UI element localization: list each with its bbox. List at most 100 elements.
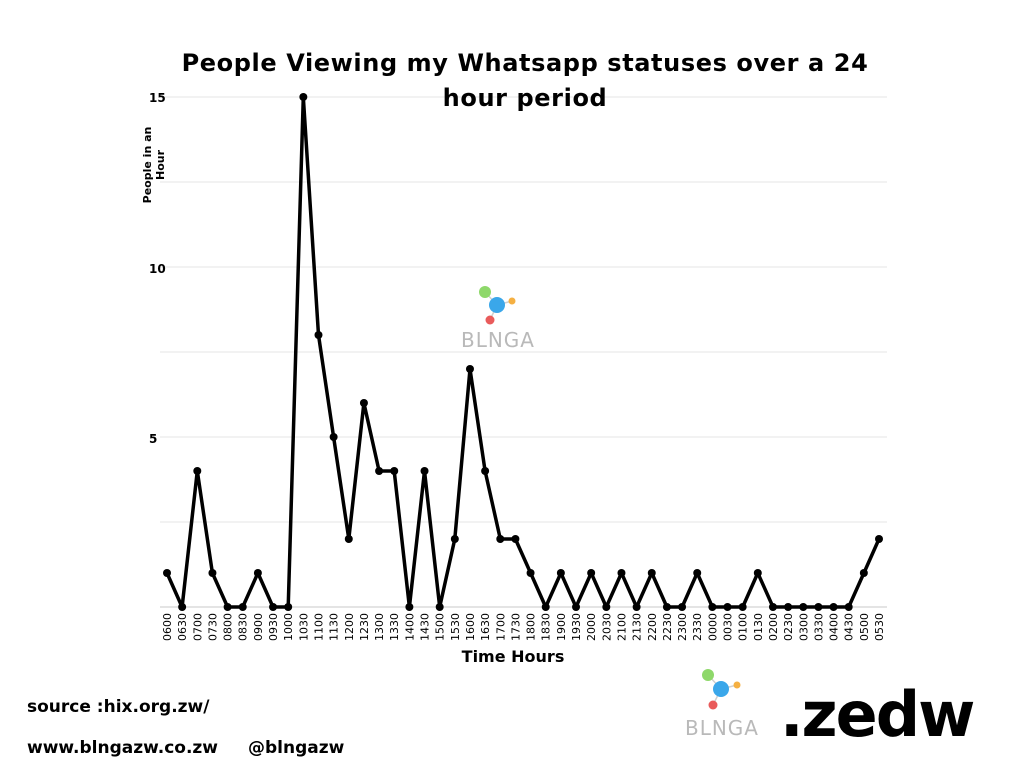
data-point	[329, 433, 338, 441]
x-tick-label: 1430	[419, 613, 432, 641]
x-tick-label: 1600	[464, 613, 477, 641]
x-tick-label: 0130	[752, 613, 765, 641]
y-tick-labels: 15 10 5	[149, 91, 166, 446]
data-point	[556, 569, 565, 577]
x-tick-label: 0630	[176, 613, 189, 641]
data-point	[193, 467, 202, 475]
data-point	[405, 603, 414, 611]
x-tick-label: 0500	[858, 613, 871, 641]
data-point	[844, 603, 853, 611]
data-point	[344, 535, 353, 543]
x-tick-label: 0300	[797, 613, 810, 641]
data-point	[875, 535, 883, 543]
data-point	[269, 603, 278, 611]
data-point	[662, 603, 671, 611]
data-point	[359, 399, 368, 407]
x-tick-label: 1630	[479, 613, 492, 641]
data-point	[784, 603, 793, 611]
x-tick-label: 2300	[676, 613, 689, 641]
x-tick-label: 1800	[525, 613, 538, 641]
x-tick-label: 1930	[570, 613, 583, 641]
data-point	[526, 569, 535, 577]
x-tick-label: 2030	[600, 613, 613, 641]
chart-title: People Viewing my Whatsapp statuses over…	[181, 49, 869, 112]
x-tick-label: 1200	[343, 613, 356, 641]
x-tick-label: 1230	[358, 613, 371, 641]
x-tick-label: 1400	[403, 613, 416, 641]
x-tick-label: 0400	[828, 613, 841, 641]
x-tick-label: 0530	[873, 613, 886, 641]
x-tick-label: 1530	[449, 613, 462, 641]
x-tick-label: 0230	[782, 613, 795, 641]
x-tick-label: 0430	[843, 613, 856, 641]
data-point	[299, 93, 308, 101]
x-tick-label: 0600	[161, 613, 174, 641]
source-credit: source :hix.org.zw/	[27, 697, 210, 717]
data-point	[481, 467, 490, 475]
x-tick-label: 0800	[222, 613, 235, 641]
x-tick-label: 2200	[646, 613, 659, 641]
data-point	[163, 569, 171, 577]
data-point	[420, 467, 429, 475]
x-tick-label: 0200	[767, 613, 780, 641]
x-tick-label: 0000	[706, 613, 719, 641]
data-point	[435, 603, 444, 611]
x-tick-label: 0830	[237, 613, 250, 641]
x-tick-label: 1500	[434, 613, 447, 641]
x-tick-label: 1100	[312, 613, 325, 641]
x-tick-label: 1730	[509, 613, 522, 641]
x-tick-label: 1030	[297, 613, 310, 641]
line-chart: 15 10 5 People in anHour BLNGA 0600 0630 070…	[141, 91, 887, 666]
x-tick-label: 0030	[722, 613, 735, 641]
data-point	[632, 603, 641, 611]
x-tick-labels: 0600 0630 0700 0730 0800 0830 0900 0930 1000 1030…	[161, 613, 886, 641]
data-point	[238, 603, 247, 611]
x-tick-label: 1130	[328, 613, 341, 641]
data-point	[814, 603, 823, 611]
data-point	[753, 569, 762, 577]
x-axis-label: Time Hours	[462, 647, 565, 666]
data-point	[390, 467, 399, 475]
data-point	[829, 603, 838, 611]
data-point	[723, 603, 732, 611]
x-tick-label: 2230	[661, 613, 674, 641]
x-tick-label: 2130	[631, 613, 644, 641]
y-axis-label: People in anHour	[141, 127, 167, 204]
data-point	[223, 603, 232, 611]
x-tick-label: 2100	[615, 613, 628, 641]
y-tick-label: 10	[149, 262, 166, 276]
data-point	[284, 603, 293, 611]
brand-logo-text: BLNGA	[685, 716, 759, 740]
data-point	[768, 603, 777, 611]
data-point	[314, 331, 323, 339]
data-point	[708, 603, 717, 611]
data-point	[465, 365, 474, 373]
grid-lines	[160, 96, 887, 608]
watermark-logo: BLNGA	[461, 286, 535, 352]
brand-logo: BLNGA	[685, 669, 759, 740]
brand-wordmark: .zedw	[780, 678, 975, 751]
data-point	[450, 535, 459, 543]
data-point	[253, 569, 262, 577]
y-tick-label: 5	[149, 432, 157, 446]
data-point	[693, 569, 702, 577]
series-points	[163, 93, 883, 611]
data-point	[572, 603, 581, 611]
x-tick-label: 1330	[388, 613, 401, 641]
x-tick-label: 1900	[555, 613, 568, 641]
data-point	[602, 603, 611, 611]
data-point	[617, 569, 626, 577]
x-tick-label: 0100	[737, 613, 750, 641]
data-point	[587, 569, 596, 577]
data-point	[178, 603, 187, 611]
data-point	[678, 603, 687, 611]
data-point	[541, 603, 550, 611]
x-tick-label: 1700	[494, 613, 507, 641]
watermark-text: BLNGA	[461, 328, 535, 352]
data-point	[511, 535, 520, 543]
data-point	[496, 535, 505, 543]
x-tick-label: 0330	[812, 613, 825, 641]
website-text: www.blngazw.co.zw	[27, 738, 219, 758]
social-handle: @blngazw	[248, 738, 345, 758]
x-tick-label: 0930	[267, 613, 280, 641]
